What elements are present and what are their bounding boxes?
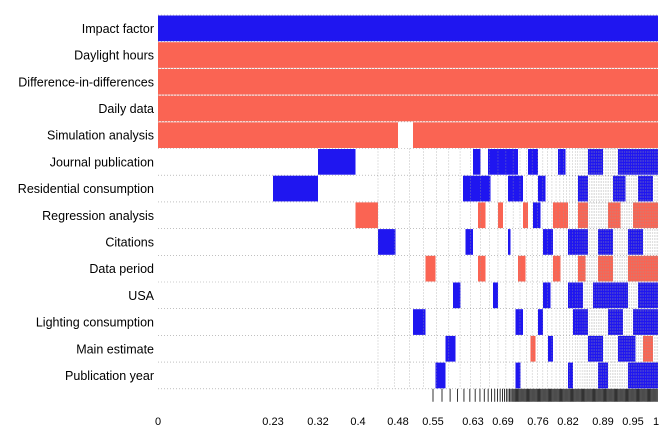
cell-usa-2 [543,282,551,309]
row-label-daylight-hours: Daylight hours [74,49,154,63]
row-label-publication-year: Publication year [65,369,154,383]
cell-citations-0 [378,229,396,255]
cell-main-estimate-4 [618,335,636,362]
cell-regression-analysis-0 [355,202,378,229]
row-label-simulation-analysis: Simulation analysis [47,129,154,143]
cell-residential-consumption-5 [613,175,626,202]
x-tick-label-8: 0.76 [527,416,548,428]
row-label-regression-analysis: Regression analysis [42,209,154,223]
cell-citations-6 [628,229,643,255]
x-tick-label-10: 0.89 [592,416,613,428]
cell-journal-publication-0 [318,149,356,175]
cell-regression-analysis-1 [478,202,486,229]
cell-regression-analysis-3 [523,202,528,229]
cell-publication-year-4 [628,362,658,389]
cell-lighting-consumption-5 [633,309,658,335]
row-label-usa: USA [128,289,154,303]
cell-impact-factor-0 [158,15,658,42]
cell-citations-1 [465,229,473,255]
cell-journal-publication-5 [588,149,603,175]
x-tick-label-11: 0.95 [622,416,643,428]
cell-main-estimate-3 [588,335,603,362]
x-tick-label-6: 0.63 [462,416,483,428]
cell-usa-5 [638,282,658,309]
cell-regression-analysis-4 [533,202,541,229]
cell-lighting-consumption-4 [608,309,623,335]
cell-residential-consumption-0 [273,175,318,202]
cell-usa-0 [453,282,461,309]
cell-publication-year-3 [598,362,608,389]
x-tick-label-12: 1 [653,416,659,428]
row-label-residential-consumption: Residential consumption [18,182,154,196]
x-tick-label-4: 0.48 [387,416,408,428]
cell-main-estimate-5 [643,335,653,362]
x-tick-label-0: 0 [155,416,161,428]
cell-journal-publication-2 [488,149,518,175]
cell-lighting-consumption-3 [573,309,588,335]
cell-simulation-analysis-1 [413,122,658,148]
cell-journal-publication-6 [618,149,658,175]
row-labels: Impact factor Daylight hours Difference-in… [18,22,155,383]
cell-usa-4 [593,282,628,309]
cell-journal-publication-4 [558,149,566,175]
cell-data-period-0 [425,255,436,282]
cell-journal-publication-3 [528,149,538,175]
row-label-main-estimate: Main estimate [76,342,154,356]
cell-publication-year-2 [568,362,573,389]
cell-data-period-6 [628,255,658,282]
x-tick-label-9: 0.82 [557,416,578,428]
row-label-daily-data: Daily data [98,102,154,116]
cell-data-period-4 [578,255,586,282]
cell-residential-consumption-2 [508,175,523,202]
cell-journal-publication-1 [473,149,481,175]
x-tick-label-1: 0.23 [262,416,283,428]
cell-daylight-hours-0 [158,42,658,68]
x-tick-label-3: 0.4 [350,416,365,428]
row-label-difference-in-differences: Difference-in-differences [18,75,154,89]
cell-regression-analysis-6 [578,202,588,229]
cell-citations-3 [543,229,553,255]
cell-data-period-3 [553,255,561,282]
cell-data-period-1 [478,255,486,282]
grid-layer [158,14,659,402]
cell-lighting-consumption-0 [413,309,426,335]
row-label-lighting-consumption: Lighting consumption [36,316,154,330]
row-label-citations: Citations [105,235,154,249]
cell-residential-consumption-3 [538,175,546,202]
x-tick-labels: 0 0.23 0.32 0.4 0.48 0.55 0.63 0.69 0.76 0.82 0.89… [155,416,659,428]
cells-layer [158,15,658,389]
cell-usa-1 [493,282,498,309]
row-label-impact-factor: Impact factor [82,22,154,36]
cell-publication-year-1 [515,362,521,389]
cell-data-period-2 [518,255,526,282]
cell-publication-year-0 [435,362,446,389]
cell-lighting-consumption-1 [515,309,523,335]
cell-main-estimate-1 [530,335,536,362]
cell-main-estimate-0 [445,335,456,362]
cell-difference-in-differences-0 [158,68,658,95]
cell-regression-analysis-2 [498,202,503,229]
cell-lighting-consumption-2 [538,309,543,335]
x-tick-label-7: 0.69 [492,416,513,428]
cell-residential-consumption-1 [463,175,491,202]
cell-simulation-analysis-0 [158,122,398,148]
cell-residential-consumption-4 [578,175,588,202]
row-label-data-period: Data period [89,262,154,276]
x-tick-label-5: 0.55 [422,416,443,428]
cell-citations-2 [508,229,511,255]
x-tick-label-2: 0.32 [307,416,328,428]
row-label-journal-publication: Journal publication [50,155,154,169]
cell-main-estimate-2 [548,335,553,362]
cell-residential-consumption-6 [638,175,653,202]
cell-regression-analysis-5 [553,202,568,229]
cell-usa-3 [568,282,583,309]
cell-daily-data-0 [158,95,658,122]
